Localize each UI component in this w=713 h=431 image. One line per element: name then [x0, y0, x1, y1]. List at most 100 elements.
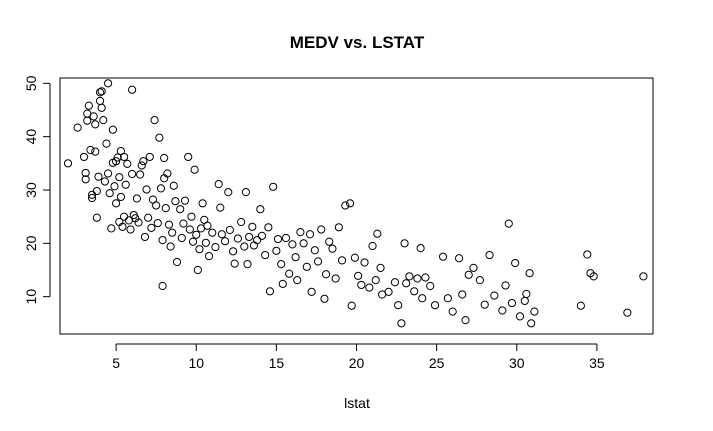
- data-point: [394, 301, 403, 310]
- data-point: [507, 298, 517, 308]
- data-point: [371, 276, 380, 285]
- data-point: [400, 239, 409, 248]
- data-point: [501, 281, 510, 290]
- data-point: [145, 152, 154, 162]
- data-point: [410, 287, 419, 296]
- data-point: [158, 236, 167, 245]
- data-point: [448, 307, 457, 316]
- data-point: [328, 244, 337, 253]
- data-point: [402, 279, 411, 288]
- data-point: [480, 300, 489, 309]
- data-point: [185, 225, 194, 234]
- data-point: [485, 250, 494, 260]
- x-tick-label: 25: [429, 355, 445, 371]
- data-point: [376, 263, 385, 272]
- data-point: [426, 281, 435, 291]
- data-point: [273, 234, 283, 244]
- data-point: [123, 159, 132, 168]
- data-point: [180, 196, 190, 205]
- data-point: [397, 319, 406, 328]
- data-point: [320, 294, 329, 303]
- data-point: [136, 170, 145, 179]
- data-point: [230, 259, 239, 268]
- data-point: [128, 85, 137, 94]
- data-point: [384, 287, 393, 296]
- data-point: [454, 254, 464, 263]
- data-point: [198, 199, 207, 208]
- data-point: [111, 157, 121, 166]
- y-tick-label: 30: [23, 182, 39, 198]
- data-point: [354, 271, 363, 280]
- data-point: [161, 204, 170, 213]
- data-point: [639, 272, 648, 281]
- data-point: [193, 265, 202, 275]
- data-point: [520, 296, 529, 306]
- data-point: [216, 203, 225, 212]
- data-point: [331, 274, 340, 283]
- data-point: [475, 276, 485, 285]
- data-point: [458, 290, 467, 299]
- data-point: [245, 232, 254, 242]
- y-tick-label: 50: [23, 75, 39, 91]
- data-point: [334, 223, 343, 232]
- data-point: [100, 177, 109, 186]
- data-point: [169, 181, 178, 190]
- data-point: [240, 242, 249, 251]
- data-point: [249, 241, 259, 250]
- data-point: [511, 258, 520, 268]
- data-point: [102, 139, 111, 148]
- data-point: [310, 246, 319, 255]
- data-point: [281, 233, 291, 243]
- data-point: [347, 301, 356, 310]
- data-point: [269, 182, 278, 191]
- data-point: [140, 232, 150, 242]
- data-point: [147, 223, 156, 232]
- data-point: [583, 250, 592, 259]
- data-point: [368, 241, 377, 251]
- data-point: [288, 240, 297, 249]
- data-point: [214, 180, 223, 189]
- data-point: [237, 217, 246, 227]
- data-point: [438, 252, 448, 261]
- data-point: [201, 238, 210, 247]
- data-point: [86, 145, 95, 155]
- data-point: [110, 182, 119, 191]
- data-point: [79, 152, 89, 162]
- data-point: [97, 103, 106, 112]
- data-point: [116, 192, 126, 202]
- data-point: [92, 186, 101, 196]
- data-point: [321, 270, 331, 279]
- data-point: [103, 79, 113, 88]
- data-point: [325, 237, 334, 246]
- data-point: [176, 205, 185, 214]
- data-point: [195, 245, 204, 254]
- data-point: [92, 213, 101, 222]
- data-point: [163, 169, 172, 178]
- data-point: [341, 201, 350, 210]
- y-axis: 10 20 30 40 50: [23, 75, 51, 304]
- data-point: [299, 239, 308, 248]
- y-tick-label: 40: [23, 129, 39, 145]
- chart-title: MEDV vs. LSTAT: [290, 33, 425, 52]
- data-point: [469, 263, 478, 272]
- x-tick-label: 20: [349, 355, 365, 371]
- data-point: [307, 287, 316, 296]
- data-point: [337, 256, 347, 265]
- data-point: [413, 274, 422, 283]
- data-point: [158, 281, 167, 291]
- data-point: [160, 153, 169, 163]
- data-point: [177, 233, 186, 243]
- data-point: [504, 219, 513, 228]
- data-point: [84, 101, 93, 110]
- data-point: [168, 228, 177, 237]
- data-point: [103, 169, 113, 178]
- data-point: [461, 316, 470, 325]
- data-point: [120, 212, 129, 221]
- data-point: [522, 289, 531, 299]
- data-point: [302, 262, 311, 271]
- data-point: [261, 250, 270, 260]
- data-point: [256, 205, 265, 214]
- data-point: [277, 260, 286, 269]
- data-point: [357, 280, 366, 290]
- data-point: [94, 172, 103, 181]
